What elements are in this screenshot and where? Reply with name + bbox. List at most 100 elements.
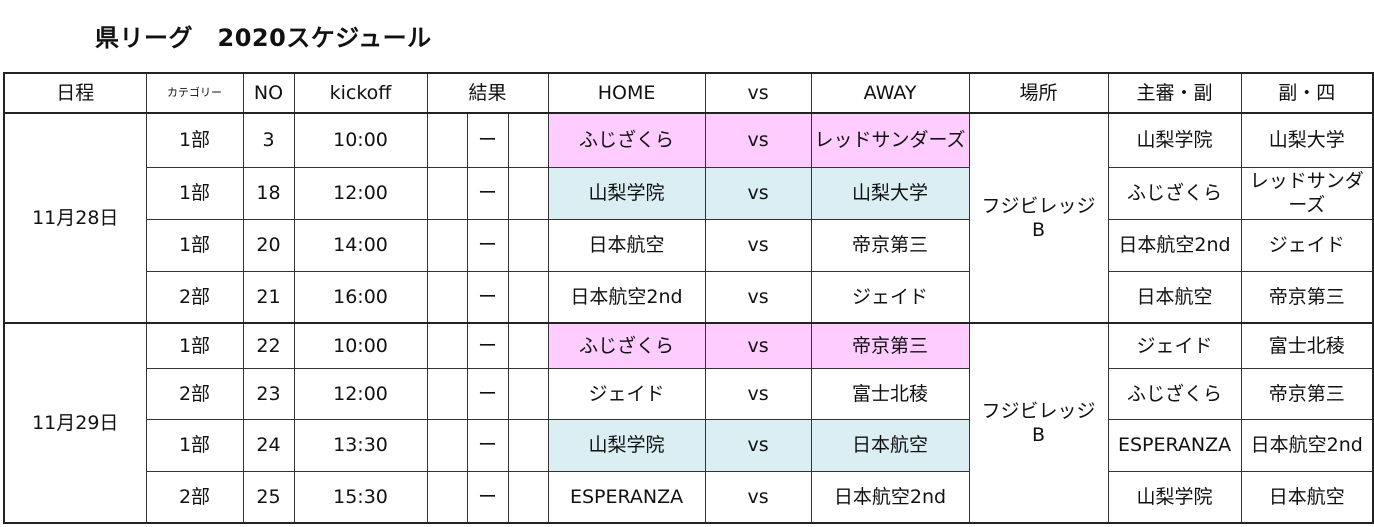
schedule-table: 日程 カテゴリー NO kickoff 結果 HOME vs AWAY 場所 主… bbox=[3, 72, 1374, 524]
match-no-cell: 20 bbox=[242, 218, 295, 272]
page-title: 県リーグ 2020スケジュール bbox=[95, 24, 432, 52]
away-score-cell bbox=[507, 367, 549, 420]
kickoff-cell: 10:00 bbox=[293, 322, 428, 369]
header-no: NO bbox=[242, 72, 295, 114]
referee-main-cell: ジェイド bbox=[1107, 322, 1242, 369]
away-score-cell bbox=[507, 418, 549, 472]
table-row: 1部 20 14:00 ー日本航空 vs 帝京第三 日本航空2nd ジェイド bbox=[4, 218, 1374, 272]
home-score-cell bbox=[426, 270, 468, 324]
header-date: 日程 bbox=[3, 72, 147, 114]
kickoff-cell: 12:00 bbox=[293, 166, 428, 220]
vs-cell: vs bbox=[704, 418, 812, 472]
header-referee-main: 主審・副 bbox=[1107, 72, 1242, 114]
result-cell: ー bbox=[466, 367, 509, 420]
away-score-cell bbox=[507, 112, 549, 168]
home-team-cell: 日本航空 bbox=[547, 218, 706, 272]
category-cell: 2部 bbox=[145, 270, 244, 324]
header-vs: vs bbox=[704, 72, 812, 114]
away-team-cell: レッドサンダーズ bbox=[810, 112, 970, 168]
result-cell: ー bbox=[466, 322, 509, 369]
result-cell: ー bbox=[466, 270, 509, 324]
away-score-cell bbox=[507, 218, 549, 272]
table-row: 2部 25 15:30 ー ESPERANZA vs 日本航空2nd 山梨学院 日本航空 bbox=[4, 470, 1374, 524]
referee-sub-cell: ジェイド bbox=[1240, 218, 1374, 272]
referee-main-cell: 山梨学院 bbox=[1107, 470, 1242, 524]
vs-cell: vs bbox=[704, 367, 812, 420]
result-cell: ー bbox=[466, 112, 509, 168]
kickoff-cell: 16:00 bbox=[293, 270, 428, 324]
date-cell: 11月29日 bbox=[3, 322, 147, 524]
home-team-cell: 日本航空2nd bbox=[547, 270, 706, 324]
result-cell: ー bbox=[466, 470, 509, 524]
vs-cell: vs bbox=[704, 166, 812, 220]
away-team-cell: 日本航空2nd bbox=[810, 470, 970, 524]
away-score-cell bbox=[507, 166, 549, 220]
kickoff-cell: 15:30 bbox=[293, 470, 428, 524]
referee-sub-cell: 帝京第三 bbox=[1240, 270, 1374, 324]
kickoff-cell: 10:00 bbox=[293, 112, 428, 168]
vs-cell: vs bbox=[704, 218, 812, 272]
table-row: 1部 18 12:00 ー山梨学院 vs 山梨大学 ふじざくら レッドサンダーズ bbox=[4, 166, 1374, 220]
match-no-cell: 21 bbox=[242, 270, 295, 324]
home-score-cell bbox=[426, 418, 468, 472]
header-venue: 場所 bbox=[968, 72, 1109, 114]
vs-cell: vs bbox=[704, 322, 812, 369]
away-score-cell bbox=[507, 322, 549, 369]
home-score-cell bbox=[426, 367, 468, 420]
home-team-cell: 山梨学院 bbox=[547, 418, 706, 472]
away-score-cell bbox=[507, 470, 549, 524]
home-team-cell: 山梨学院 bbox=[547, 166, 706, 220]
header-home: HOME bbox=[547, 72, 706, 114]
away-team-cell: ジェイド bbox=[810, 270, 970, 324]
match-no-cell: 23 bbox=[242, 367, 295, 420]
referee-sub-cell: レッドサンダーズ bbox=[1240, 166, 1374, 220]
away-team-cell: 帝京第三 bbox=[810, 322, 970, 369]
vs-cell: vs bbox=[704, 112, 812, 168]
away-team-cell: 帝京第三 bbox=[810, 218, 970, 272]
home-score-cell bbox=[426, 166, 468, 220]
kickoff-cell: 13:30 bbox=[293, 418, 428, 472]
category-cell: 2部 bbox=[145, 367, 244, 420]
header-row: 日程 カテゴリー NO kickoff 結果 HOME vs AWAY 場所 主… bbox=[3, 72, 1374, 114]
match-no-cell: 25 bbox=[242, 470, 295, 524]
home-score-cell bbox=[426, 322, 468, 369]
referee-sub-cell: 日本航空2nd bbox=[1240, 418, 1374, 472]
home-team-cell: ふじざくら bbox=[547, 322, 706, 369]
referee-main-cell: ふじざくら bbox=[1107, 166, 1242, 220]
kickoff-cell: 14:00 bbox=[293, 218, 428, 272]
vs-cell: vs bbox=[704, 270, 812, 324]
category-cell: 1部 bbox=[145, 112, 244, 168]
date-cell: 11月28日 bbox=[3, 112, 147, 324]
home-score-cell bbox=[426, 112, 468, 168]
header-kickoff: kickoff bbox=[293, 72, 428, 114]
table-row: 11月29日 1部 22 10:00 ーふじざくら vs 帝京第三 フジビレッジB ジェイド 富士… bbox=[3, 322, 1374, 524]
away-score-cell bbox=[507, 270, 549, 324]
home-team-cell: ジェイド bbox=[547, 367, 706, 420]
header-referee-sub: 副・四 bbox=[1240, 72, 1374, 114]
away-team-cell: 富士北稜 bbox=[810, 367, 970, 420]
referee-main-cell: 山梨学院 bbox=[1107, 112, 1242, 168]
vs-cell: vs bbox=[704, 470, 812, 524]
match-no-cell: 24 bbox=[242, 418, 295, 472]
home-score-cell bbox=[426, 470, 468, 524]
referee-main-cell: 日本航空 bbox=[1107, 270, 1242, 324]
result-cell: ー bbox=[466, 166, 509, 220]
kickoff-cell: 12:00 bbox=[293, 367, 428, 420]
home-score-cell bbox=[426, 218, 468, 272]
home-team-cell: ふじざくら bbox=[547, 112, 706, 168]
table-row: 2部 21 16:00 ー日本航空2nd vs ジェイド 日本航空 帝京第三 bbox=[4, 270, 1374, 324]
result-cell: ー bbox=[466, 218, 509, 272]
referee-main-cell: ESPERANZA bbox=[1107, 418, 1242, 472]
table-row: 1部 24 13:30 ー山梨学院 vs 日本航空 ESPERANZA 日本航空2nd bbox=[4, 418, 1374, 472]
referee-sub-cell: 日本航空 bbox=[1240, 470, 1374, 524]
referee-main-cell: ふじざくら bbox=[1107, 367, 1242, 420]
referee-sub-cell: 富士北稜 bbox=[1240, 322, 1374, 369]
match-no-cell: 22 bbox=[242, 322, 295, 369]
match-no-cell: 3 bbox=[242, 112, 295, 168]
header-result: 結果 bbox=[426, 72, 549, 114]
category-cell: 1部 bbox=[145, 218, 244, 272]
header-away: AWAY bbox=[810, 72, 970, 114]
referee-sub-cell: 帝京第三 bbox=[1240, 367, 1374, 420]
referee-main-cell: 日本航空2nd bbox=[1107, 218, 1242, 272]
category-cell: 1部 bbox=[145, 418, 244, 472]
